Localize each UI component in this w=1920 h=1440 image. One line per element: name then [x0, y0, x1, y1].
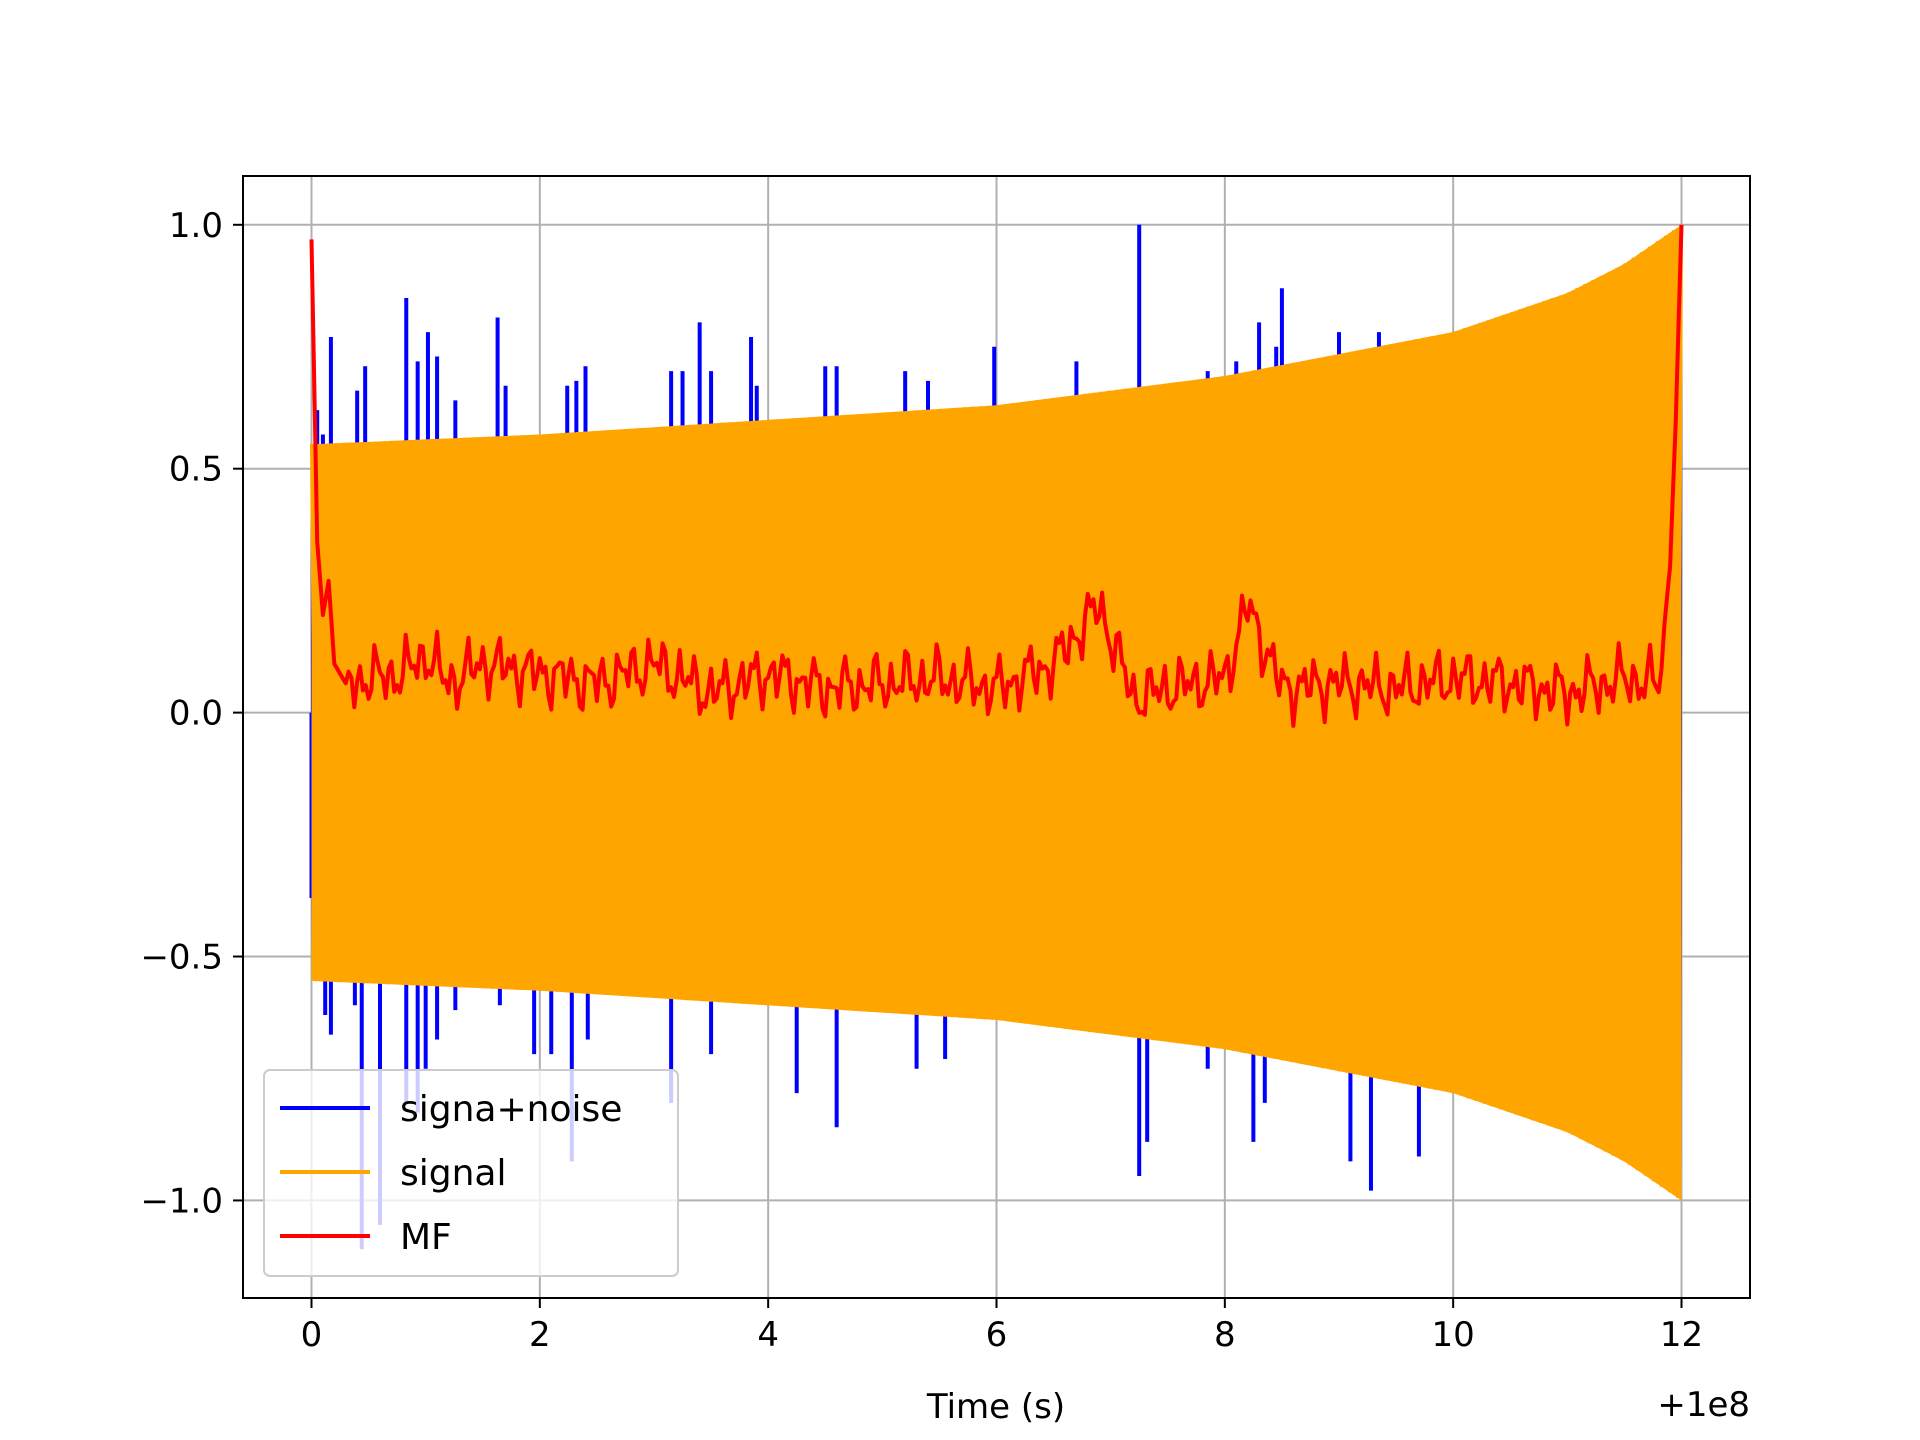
series-mf [309, 224, 1684, 728]
y-tick-label: 1.0 [169, 206, 223, 246]
x-tick-label: 6 [986, 1315, 1008, 1355]
x-offset-label: +1e8 [1657, 1385, 1750, 1425]
x-tick-label: 8 [1214, 1315, 1236, 1355]
series-signal [310, 224, 1683, 1201]
x-tick-label: 0 [301, 1315, 323, 1355]
legend-label-mf: MF [400, 1217, 452, 1258]
y-tick-label: −0.5 [140, 938, 223, 978]
x-axis-label: Time (s) [926, 1387, 1065, 1427]
ticks: 0 2 4 6 8 10 12 −1.0 −0.5 0.0 0.5 1.0 [140, 206, 1703, 1355]
legend-label-signal: signal [400, 1153, 507, 1194]
legend: signa+noise signal MF [263, 1069, 679, 1277]
y-tick-label: 0.5 [169, 450, 223, 490]
x-tick-label: 10 [1432, 1315, 1475, 1355]
x-tick-label: 4 [757, 1315, 779, 1355]
plot-layer [309, 224, 1684, 1250]
legend-box [263, 1069, 679, 1277]
y-tick-label: −1.0 [140, 1181, 223, 1221]
legend-label-signal-noise: signa+noise [400, 1089, 622, 1130]
x-tick-label: 2 [529, 1315, 551, 1355]
mf-line [309, 224, 1684, 728]
y-tick-label: 0.0 [169, 694, 223, 734]
x-tick-label: 12 [1660, 1315, 1703, 1355]
signal-line [310, 224, 1683, 1198]
